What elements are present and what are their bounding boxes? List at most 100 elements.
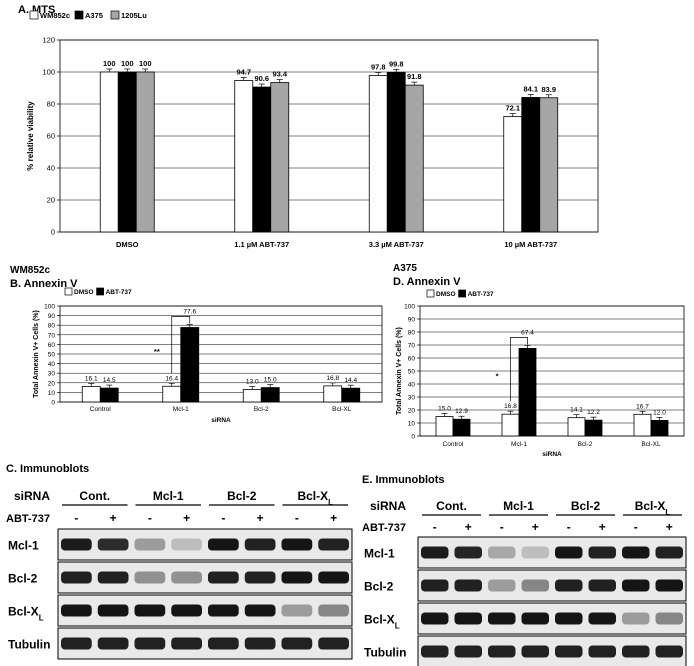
blot-band	[622, 579, 650, 592]
blot-e: siRNA ABT-737 Cont. Mcl-1 Bcl-2 Bcl-XL - + - + - + -…	[362, 499, 687, 666]
blot-row-label: Bcl-XL	[8, 605, 44, 623]
treatment-mark: +	[183, 511, 190, 525]
blot-band	[454, 546, 482, 559]
blot-row-label: Tubulin	[8, 638, 50, 652]
legend-label: ABT-737	[468, 291, 494, 298]
blot-band	[454, 579, 482, 592]
blot-band	[421, 645, 449, 658]
y-tick-label: 0	[51, 228, 55, 237]
y-tick-label: 10	[408, 421, 416, 428]
significance-bracket	[510, 337, 528, 402]
blot-c: siRNA ABT-737 Cont. Mcl-1 Bcl-2 Bcl-XL - + - + - + -…	[6, 489, 353, 660]
x-axis-label: siRNA	[211, 417, 231, 424]
bar	[452, 418, 471, 437]
blot-band	[622, 612, 650, 625]
bar	[323, 385, 343, 403]
legend-label: DMSO	[436, 291, 456, 298]
bar	[180, 327, 200, 403]
blot-band	[488, 579, 516, 592]
blot-band	[555, 612, 583, 625]
y-tick-label: 20	[48, 380, 56, 387]
subscript: L	[39, 613, 44, 622]
blot-band	[281, 637, 313, 650]
blot-row-label: Bcl-2	[364, 580, 394, 594]
x-tick-label: Control	[443, 441, 465, 448]
y-axis-label: % relative viability	[26, 101, 35, 171]
treatment-mark: -	[295, 511, 299, 525]
treatment-mark: -	[567, 520, 571, 534]
blot-band	[208, 571, 239, 584]
blot-band	[421, 612, 449, 625]
data-label: 12.9	[455, 408, 468, 415]
bar	[501, 413, 520, 437]
drug-label: ABT-737	[6, 513, 50, 525]
data-label: 77.6	[183, 309, 196, 316]
blot-band	[655, 612, 683, 625]
bar	[162, 385, 182, 403]
blot-band	[171, 604, 202, 617]
data-label: 99.8	[389, 59, 404, 68]
legend-swatch	[74, 10, 84, 20]
x-tick-label: DMSO	[116, 240, 139, 249]
y-tick-label: 20	[408, 408, 416, 415]
bar	[521, 97, 541, 233]
sirna-label: siRNA	[370, 499, 406, 513]
x-tick-label: 10 µM ABT-737	[504, 240, 557, 249]
data-label: 72.1	[505, 104, 520, 113]
legend-swatch	[458, 289, 466, 298]
y-tick-label: 90	[408, 317, 416, 324]
chart-b: 0 10 20 30 40 50 60 70 80 90 100 Total Annexin V+ C…	[33, 287, 383, 424]
treatment-mark: +	[532, 520, 539, 534]
chart-a: 0 20 40 60 80 100 120 % relative viability 100 10…	[26, 10, 599, 249]
data-label: 16.8	[504, 403, 517, 410]
treatment-mark: -	[634, 520, 638, 534]
blot-band	[521, 546, 549, 559]
data-label: 100	[121, 59, 134, 68]
blot-band	[521, 645, 549, 658]
blot-band	[171, 637, 202, 650]
y-tick-label: 70	[408, 343, 416, 350]
y-tick-label: 50	[48, 352, 56, 359]
blot-band	[134, 571, 166, 584]
bar	[518, 347, 537, 437]
blot-band	[588, 579, 616, 592]
y-tick-label: 120	[42, 36, 55, 45]
blot-band	[555, 645, 583, 658]
blot-band	[655, 546, 683, 559]
data-label: 94.7	[236, 67, 251, 76]
treatment-mark: +	[666, 520, 673, 534]
bar	[270, 82, 290, 233]
treatment-mark: -	[500, 520, 504, 534]
blot-band	[244, 571, 276, 584]
lane-group-label: Mcl-1	[503, 499, 534, 513]
y-tick-label: 20	[47, 196, 55, 205]
chart-d: 0 10 20 30 40 50 60 70 80 90 100 Total Annexin V+ C…	[396, 289, 685, 458]
bar	[234, 80, 254, 233]
blot-band	[244, 604, 276, 617]
blot-band	[655, 579, 683, 592]
blot-band	[318, 604, 349, 617]
y-axis-label: Total Annexin V+ Cells (%)	[33, 310, 40, 398]
significance-marker: *	[496, 371, 499, 380]
blot-band	[97, 604, 129, 617]
x-tick-label: Mcl-1	[511, 441, 527, 448]
y-tick-label: 0	[411, 434, 415, 441]
data-label: 14.4	[344, 377, 357, 384]
data-label: 97.8	[371, 63, 386, 72]
bar	[539, 97, 559, 233]
treatment-mark: -	[433, 520, 437, 534]
y-tick-label: 100	[42, 68, 55, 77]
x-tick-label: Bcl-XL	[641, 441, 661, 448]
x-tick-label: 3.3 µM ABT-737	[369, 240, 424, 249]
y-tick-label: 90	[48, 313, 56, 320]
bar	[584, 419, 603, 437]
blot-band	[318, 637, 349, 650]
panel-b-cell-line: WM852c	[10, 265, 50, 276]
blot-band	[61, 571, 92, 584]
blot-band	[421, 546, 449, 559]
blot-band	[281, 571, 313, 584]
blot-band	[171, 571, 202, 584]
data-label: 83.9	[541, 85, 556, 94]
legend-label: WM852c	[40, 11, 70, 20]
bar	[99, 387, 119, 403]
